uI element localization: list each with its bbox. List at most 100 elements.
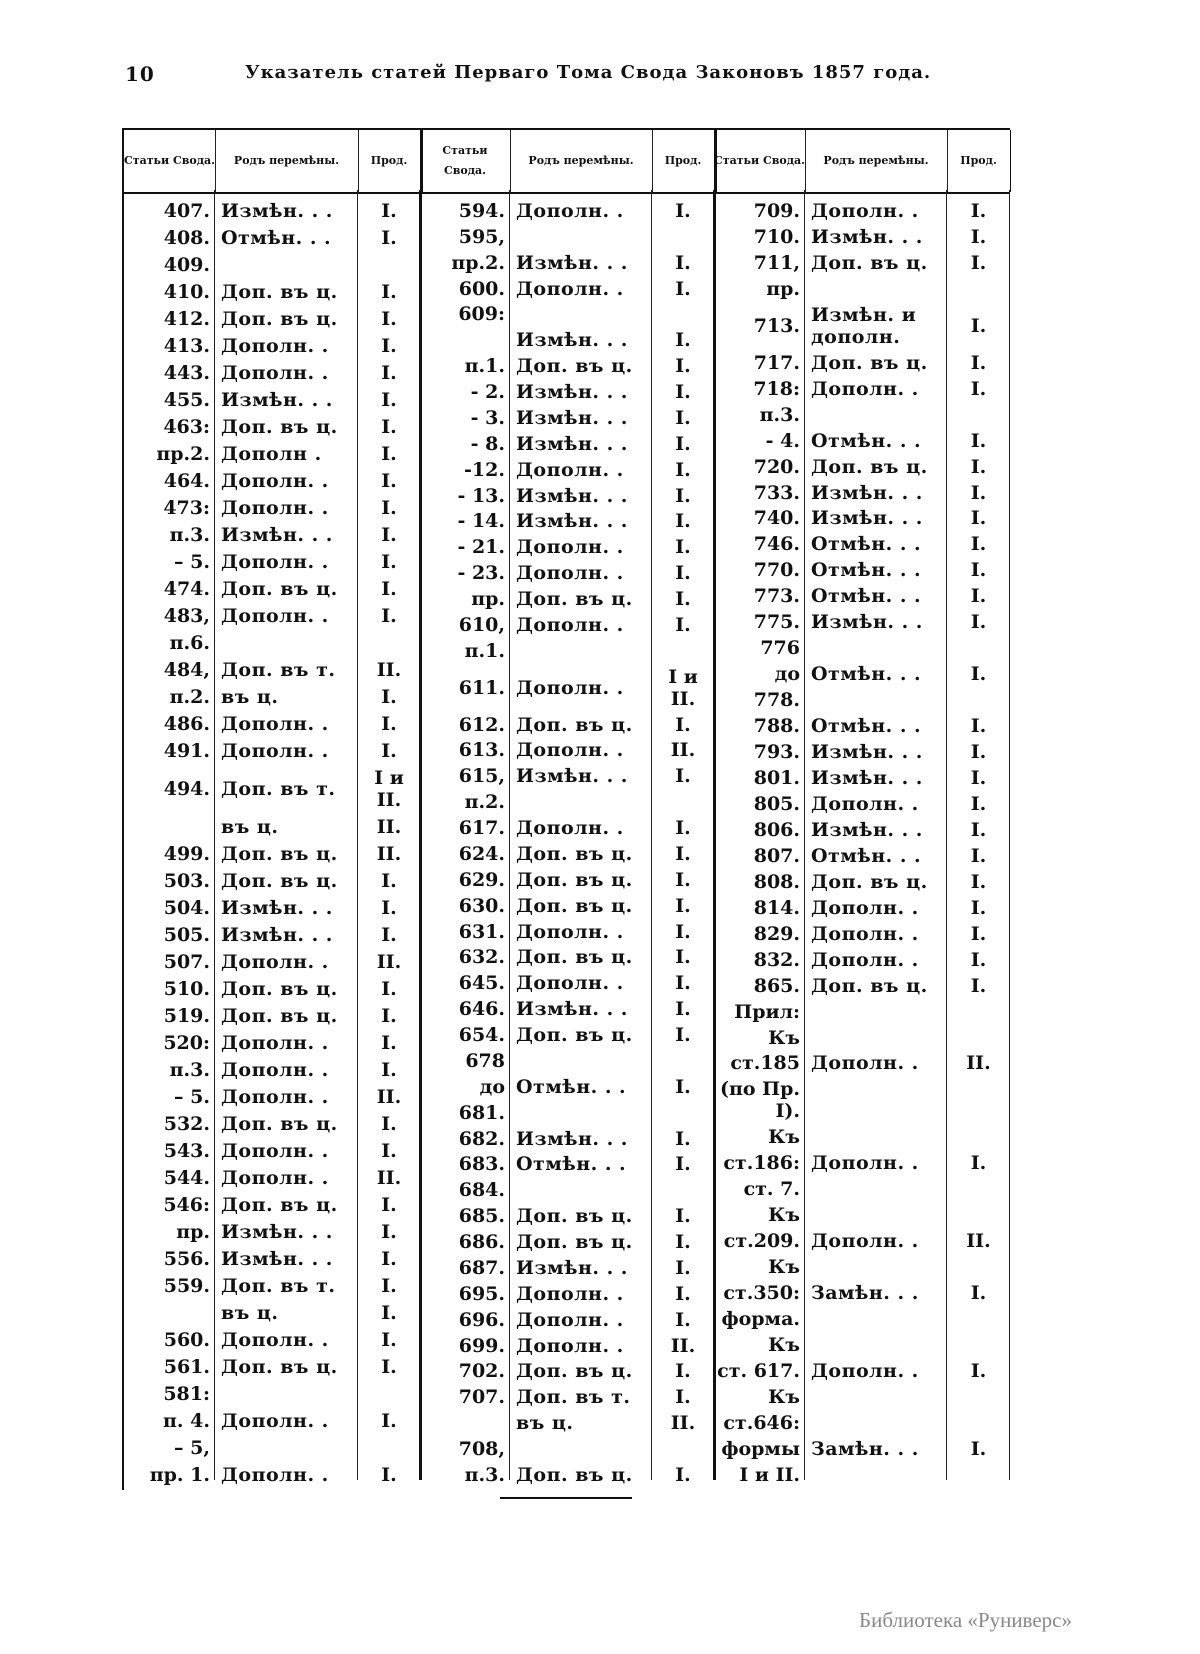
cell-article: пр. [176,1220,210,1243]
cell-prod: I. [381,578,397,601]
cell-article: 814. [753,896,800,919]
cell-article: 474. [163,578,210,601]
column-header-article: Статьи Свода. [124,130,216,192]
table-row: 718: Дополн. . I. [714,376,1010,402]
cell-prod: I. [675,613,691,636]
table-row: ст.350: Замѣн. . . I. [714,1280,1010,1306]
table-row: 865. Доп. въ ц. I. [714,973,1010,999]
table-row: 801. Измѣн. . . I. [714,765,1010,791]
cell-article: п.3. [759,403,800,426]
cell-prod: I. [970,1152,987,1175]
page-number: 10 [125,62,155,86]
cell-article: п.2. [464,791,505,814]
cell-article: пр. 1. [149,1463,210,1486]
cell-prod: I. [675,972,691,995]
cell-prod: I. [970,429,987,452]
page-title: Указатель статей Перваго Тома Свода Зако… [245,62,932,83]
cell-change: Доп. въ ц. [516,588,633,611]
cell-change: Измѣн. . . [516,1256,628,1279]
cell-article: п.3. [169,1059,210,1081]
table-row: – 5. Дополн. . I. [124,549,420,576]
table-row: -12. Дополн. . I. [420,457,714,483]
cell-article: 410. [163,281,210,304]
column-rule [419,190,422,1480]
cell-change: Дополн. . [811,948,919,971]
table-row: 733. Измѣн. . . I. [714,480,1010,506]
cell-change: Измѣн. . . [516,432,628,455]
cell-change: Доп. въ ц. [516,1024,633,1047]
table-row: п.1. [420,638,714,664]
table-row: 776 [714,635,1010,661]
table-row: 746. Отмѣн. . . I. [714,531,1010,557]
table-row: ст.186: Дополн. . I. [714,1150,1010,1176]
cell-prod: II. [376,843,402,866]
cell-article: п.2. [169,686,210,709]
cell-change: Дополн. . [221,1409,329,1432]
table-row: 546: Доп. въ ц. I. [124,1191,420,1218]
cell-prod: I. [970,351,987,374]
table-row: 503. Доп. въ ц. I. [124,868,420,895]
cell-article: Къ [768,1256,800,1279]
cell-prod: I. [970,974,987,997]
cell-prod: I. [675,765,691,788]
column-group-1: 407. Измѣн. . . I. 408. Отмѣн. . . I. 409. 410.… [124,198,420,1488]
cell-prod: II. [376,1085,402,1108]
cell-article: 770. [753,559,800,582]
cell-article: 519. [163,1005,210,1028]
table-row: п.2. въ ц. I. [124,684,420,711]
cell-prod: I. [970,251,987,274]
cell-change: Дополн. . [516,1308,624,1331]
cell-prod: I. [970,663,987,686]
column-rule [214,190,215,1480]
table-row: 520: Дополн. . I. [124,1030,420,1057]
cell-change: Измѣн. . . [811,818,923,841]
table-row: 807. Отмѣн. . . I. [714,843,1010,869]
cell-article: 559. [163,1274,210,1297]
cell-article: 609: [458,303,505,326]
cell-prod: I. [381,362,397,385]
cell-article: 507. [163,951,210,974]
table-row: 710. Измѣн. . . I. [714,224,1010,250]
cell-change: Доп. въ ц. [811,870,928,893]
cell-change: Измѣн. . . [516,765,628,788]
cell-change: Дополн. . [516,676,624,699]
cell-prod: I. [970,741,987,764]
table-row: 832. Дополн. . I. [714,947,1010,973]
cell-prod: II. [966,1230,991,1253]
cell-change: Измѣн. . . [516,251,628,274]
cell-prod: I. [675,1024,691,1047]
cell-prod: I. [675,251,691,274]
table-row: 711, Доп. въ ц. I. [714,250,1010,276]
table-row: 788. Отмѣн. . . I. [714,713,1010,739]
table-row: ст.209. Дополн. . II. [714,1228,1010,1254]
cell-prod: I. [381,870,397,893]
cell-change: Отмѣн. . . [811,533,922,556]
cell-article: 613. [458,739,505,762]
cell-prod: I. [381,1274,397,1297]
cell-article: 595, [458,225,505,248]
cell-article: 629. [458,868,505,891]
table-row: п.3. Измѣн. . . I. [124,522,420,549]
cell-change: Доп. въ ц. [811,251,928,274]
cell-article: 646. [458,998,505,1021]
table-row: 600. Дополн. . I. [420,276,714,302]
cell-prod: I. [381,1059,397,1081]
table-row: 561. Доп. въ ц. I. [124,1353,420,1380]
table-row: Къ [714,1124,1010,1150]
cell-change: Дополн. . [516,458,624,481]
cell-change: Дополн. . [221,713,329,736]
table-row: п.3. Доп. въ ц. I. [420,1462,714,1488]
cell-article: 718: [753,377,800,400]
table-row: 409. [124,252,420,279]
cell-change: Дополн. . [221,1166,329,1189]
cell-change: Доп. въ ц. [516,868,633,891]
cell-prod: I. [381,227,397,250]
column-rule [713,190,716,1480]
cell-article: 687. [458,1256,505,1279]
cell-prod: I. [381,416,397,439]
cell-prod: I. [675,1386,691,1409]
cell-change: Дополн. . [516,1334,624,1357]
table-row: 499. Доп. въ ц. II. [124,841,420,868]
cell-article: (по Пр. I). [719,1078,800,1123]
